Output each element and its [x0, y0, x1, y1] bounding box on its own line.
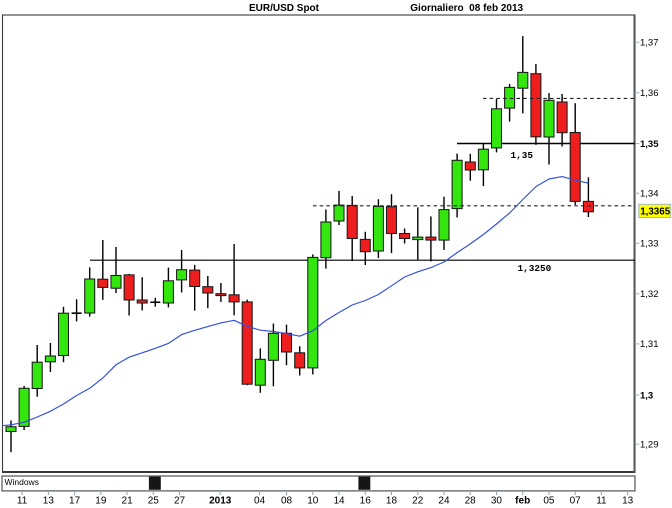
svg-text:1,3365: 1,3365	[640, 206, 671, 217]
svg-text:1,3250: 1,3250	[518, 263, 552, 274]
svg-text:1,32: 1,32	[640, 289, 659, 300]
svg-text:1,35: 1,35	[640, 139, 659, 150]
svg-text:21: 21	[122, 496, 134, 507]
svg-text:13: 13	[43, 496, 55, 507]
svg-text:08: 08	[281, 496, 293, 507]
svg-text:16: 16	[360, 496, 372, 507]
svg-text:1,36: 1,36	[640, 88, 659, 99]
svg-text:25: 25	[148, 496, 160, 507]
svg-text:13: 13	[622, 496, 634, 507]
svg-text:Windows: Windows	[5, 477, 39, 487]
svg-text:22: 22	[412, 496, 424, 507]
svg-text:18: 18	[386, 496, 398, 507]
svg-text:2013: 2013	[209, 496, 232, 507]
svg-text:1,34: 1,34	[640, 189, 659, 200]
svg-text:feb: feb	[515, 496, 530, 507]
svg-text:EUR/USD Spot: EUR/USD Spot	[249, 3, 320, 14]
svg-text:1,3: 1,3	[640, 390, 653, 401]
svg-text:1,37: 1,37	[640, 38, 659, 49]
svg-text:24: 24	[438, 496, 450, 507]
svg-text:11: 11	[596, 496, 607, 507]
svg-text:27: 27	[174, 496, 186, 507]
svg-text:04: 04	[254, 496, 266, 507]
svg-text:14: 14	[333, 496, 345, 507]
svg-text:07: 07	[570, 496, 582, 507]
svg-text:05: 05	[543, 496, 555, 507]
svg-text:28: 28	[465, 496, 477, 507]
svg-text:19: 19	[95, 496, 107, 507]
svg-text:1,33: 1,33	[640, 239, 659, 250]
svg-text:Giornaliero 08 feb 2013: Giornaliero 08 feb 2013	[410, 3, 523, 14]
svg-text:30: 30	[491, 496, 503, 507]
svg-text:17: 17	[69, 496, 81, 507]
svg-text:1,31: 1,31	[640, 339, 659, 350]
svg-text:10: 10	[307, 496, 319, 507]
svg-text:1,29: 1,29	[640, 440, 659, 451]
svg-text:11: 11	[17, 496, 28, 507]
svg-text:1,35: 1,35	[511, 150, 534, 161]
